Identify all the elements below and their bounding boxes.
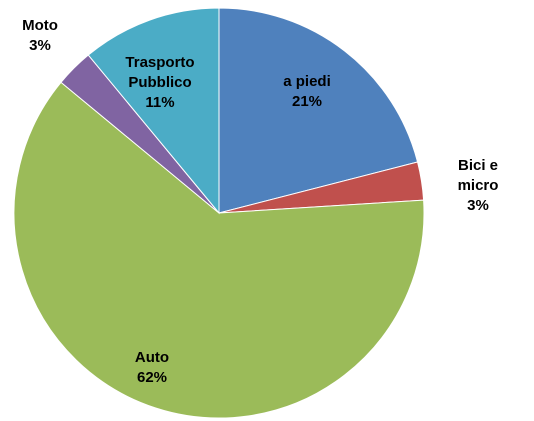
slice-label: Auto 62% xyxy=(135,348,169,388)
slice-label: a piedi 21% xyxy=(283,72,331,112)
value-label: 11% xyxy=(145,94,175,111)
slice-label: Bici e micro 3% xyxy=(450,156,506,216)
value-label: 21% xyxy=(291,93,323,110)
slice-label: Trasporto Pubblico 11% xyxy=(120,53,200,113)
category-label: Moto xyxy=(22,17,58,34)
category-label: Auto xyxy=(134,349,170,366)
slice-label: Moto 3% xyxy=(22,16,58,56)
category-label: Bici e micro xyxy=(457,157,499,194)
category-label: a piedi xyxy=(283,73,331,90)
pie-slice xyxy=(13,81,425,419)
value-label: 3% xyxy=(467,197,489,214)
value-label: 62% xyxy=(136,369,168,386)
pie-slice xyxy=(218,7,419,214)
value-label: 3% xyxy=(29,37,51,54)
category-label: Trasporto Pubblico xyxy=(125,54,195,91)
pie-slice xyxy=(87,7,220,215)
